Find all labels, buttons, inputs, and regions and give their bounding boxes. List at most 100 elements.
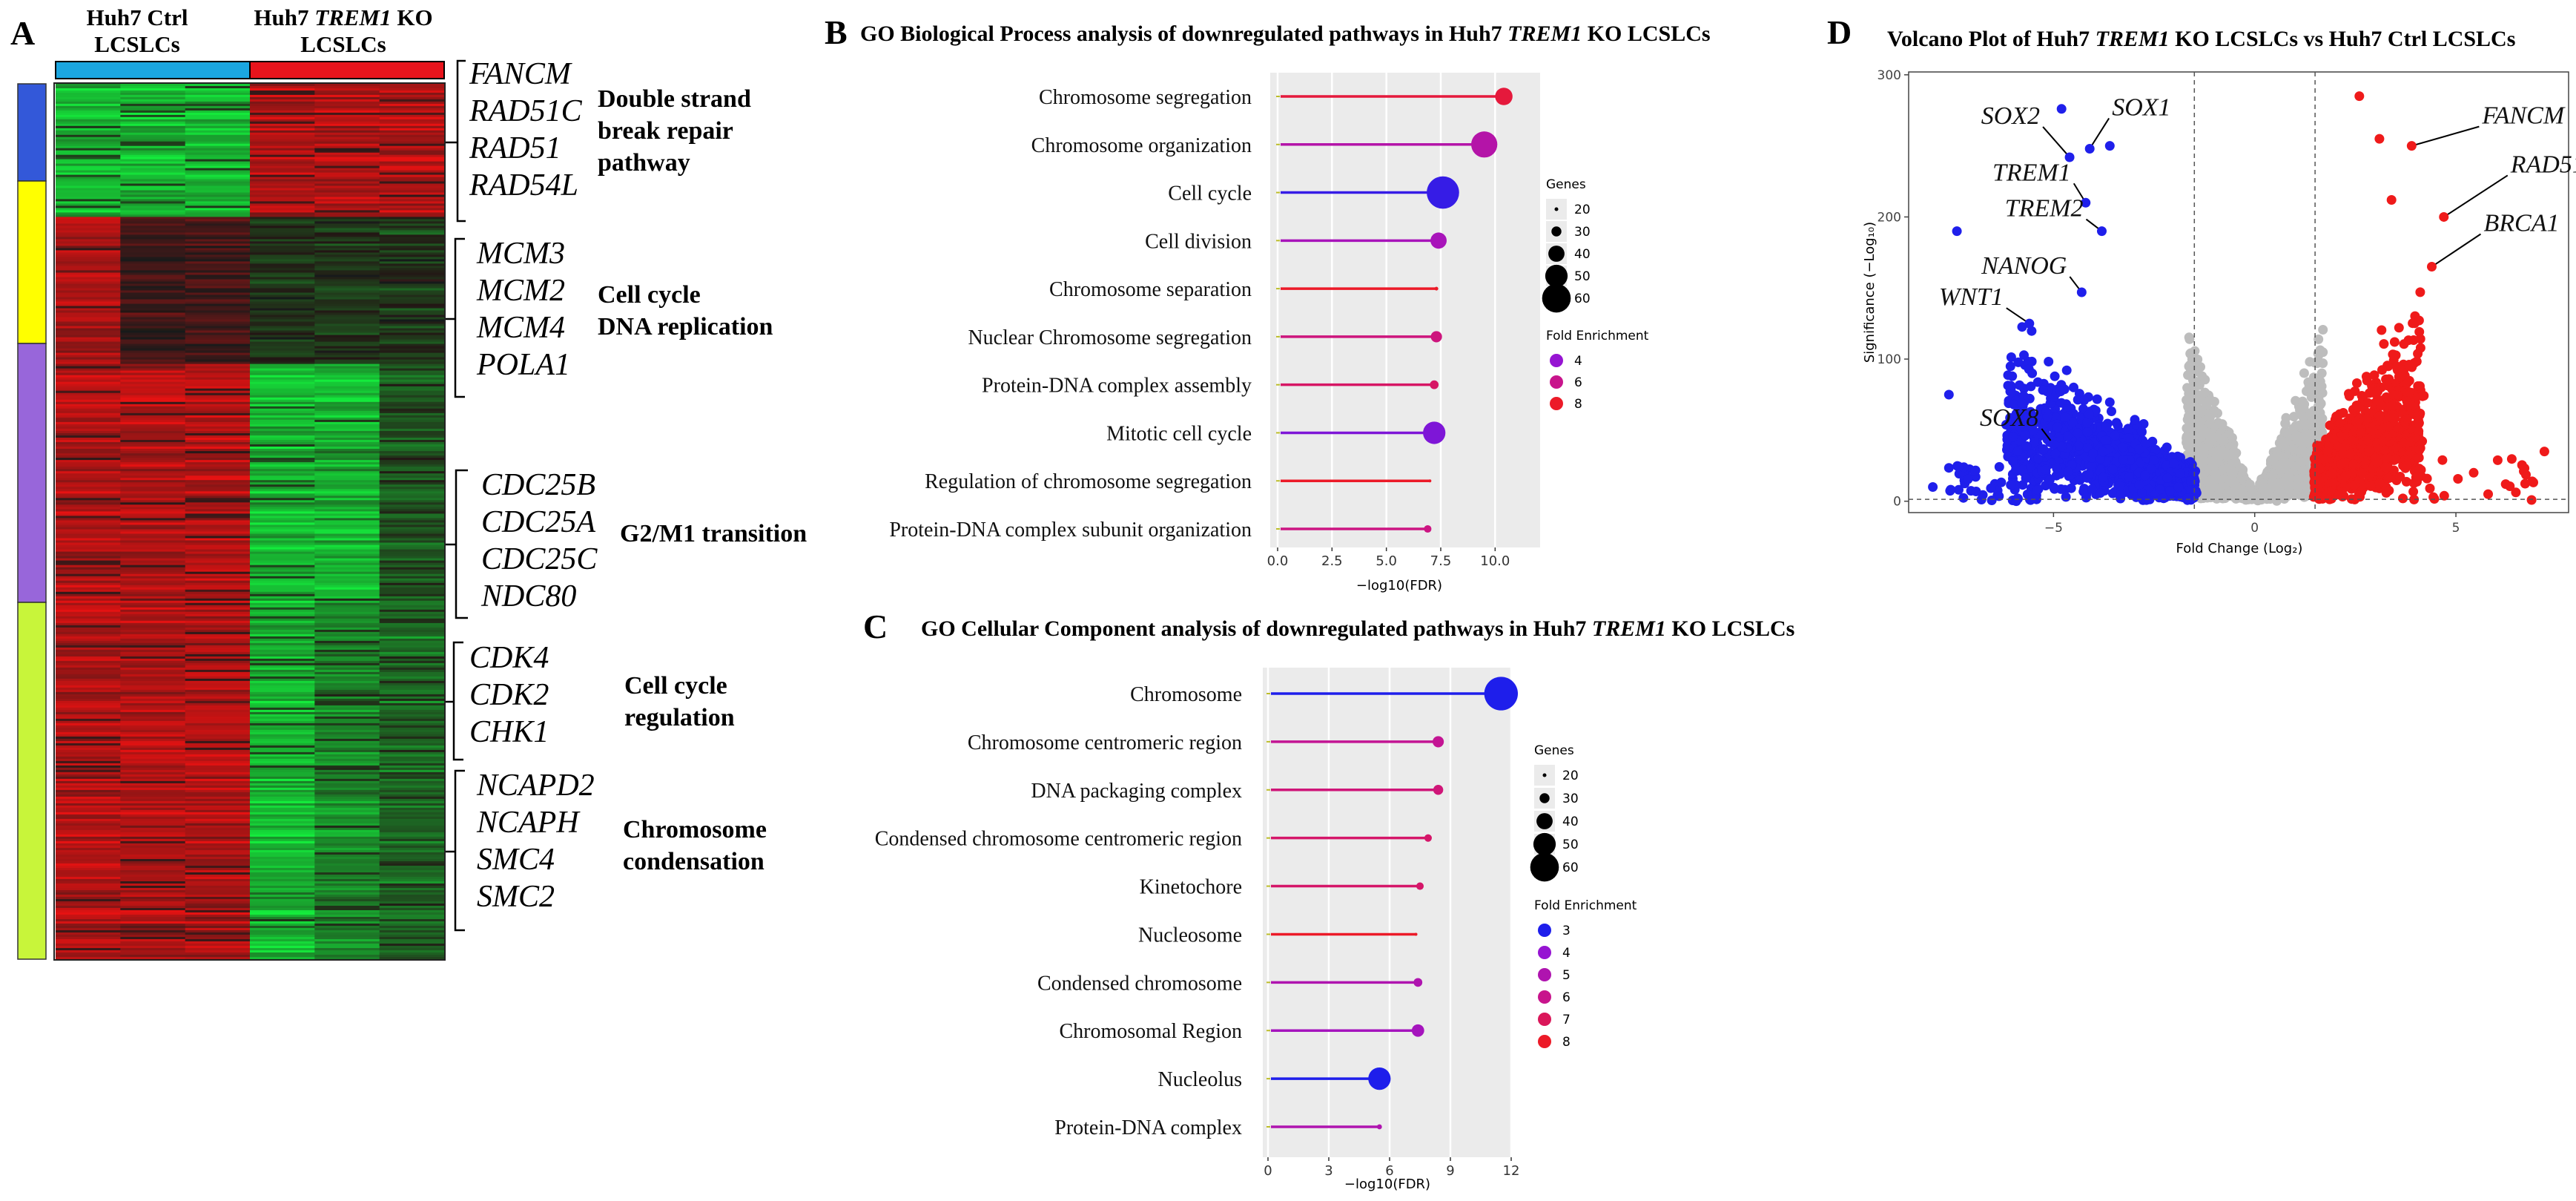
heatmap-cell bbox=[56, 814, 121, 817]
heatmap-cell bbox=[56, 379, 121, 383]
volcano-point bbox=[2017, 322, 2027, 332]
heatmap-cell bbox=[250, 926, 315, 929]
heatmap-cell bbox=[56, 556, 121, 559]
heatmap-cell bbox=[56, 404, 121, 407]
heatmap-cell bbox=[56, 897, 121, 900]
lollipop-point bbox=[1411, 1024, 1424, 1037]
heatmap-cell bbox=[379, 689, 445, 693]
heatmap-cell bbox=[250, 531, 315, 535]
volcano-point bbox=[2266, 455, 2276, 465]
heatmap-cell bbox=[56, 381, 121, 385]
x-tick-label: 9 bbox=[1446, 1163, 1454, 1179]
heatmap-cell bbox=[314, 912, 380, 915]
heatmap-cell bbox=[120, 132, 186, 136]
heatmap-cell bbox=[120, 469, 186, 472]
heatmap-cell bbox=[314, 476, 380, 478]
heatmap-cell bbox=[379, 201, 445, 204]
heatmap-cell bbox=[120, 323, 186, 327]
volcano-point bbox=[2227, 448, 2238, 458]
heatmap-cell bbox=[56, 121, 121, 125]
heatmap-cell bbox=[250, 159, 315, 162]
heatmap-cell bbox=[56, 502, 121, 505]
heatmap-cell bbox=[120, 957, 186, 960]
heatmap-cell bbox=[314, 319, 380, 323]
heatmap-cell bbox=[56, 101, 121, 105]
heatmap-cell bbox=[250, 478, 315, 481]
heatmap-cell bbox=[120, 392, 186, 396]
heatmap-cell bbox=[314, 560, 380, 564]
ctrl-group-label-line2: LCSLCs bbox=[94, 31, 179, 57]
volcano-point bbox=[2272, 447, 2282, 456]
heatmap-cell bbox=[56, 433, 121, 436]
heatmap-cell bbox=[379, 707, 445, 711]
heatmap-cell bbox=[250, 277, 315, 280]
heatmap-cell bbox=[379, 372, 445, 376]
heatmap-cell bbox=[56, 350, 121, 354]
heatmap-cell bbox=[379, 850, 445, 853]
heatmap-cell bbox=[56, 709, 121, 713]
heatmap-cell bbox=[314, 805, 380, 809]
heatmap-cell bbox=[56, 217, 121, 220]
heatmap-cell bbox=[56, 212, 121, 215]
heatmap-cell bbox=[56, 930, 121, 933]
heatmap-cell bbox=[120, 478, 186, 481]
heatmap-cell bbox=[185, 493, 251, 496]
heatmap-cell bbox=[314, 91, 380, 93]
heatmap-cell bbox=[250, 596, 315, 599]
heatmap-cell bbox=[379, 462, 445, 465]
heatmap-cell bbox=[250, 669, 315, 673]
heatmap-cell bbox=[379, 921, 445, 924]
heatmap-cell bbox=[314, 857, 380, 860]
heatmap-cell bbox=[120, 453, 186, 456]
heatmap-cell bbox=[120, 536, 186, 539]
lollipop-point bbox=[1434, 286, 1439, 291]
heatmap-cell bbox=[379, 904, 445, 906]
color-legend-dot bbox=[1538, 990, 1551, 1004]
volcano-point bbox=[2301, 490, 2311, 500]
heatmap-cell bbox=[250, 569, 315, 573]
heatmap-cell bbox=[314, 478, 380, 481]
heatmap-cell bbox=[56, 631, 121, 635]
heatmap-cell bbox=[185, 230, 251, 233]
heatmap-cell bbox=[56, 234, 121, 237]
heatmap-cell bbox=[120, 634, 186, 637]
heatmap-cell bbox=[56, 392, 121, 396]
heatmap-cell bbox=[56, 179, 121, 182]
heatmap-cell bbox=[379, 685, 445, 688]
gene-label: CDC25A bbox=[481, 505, 595, 539]
heatmap-cell bbox=[120, 438, 186, 441]
heatmap-cell bbox=[379, 308, 445, 312]
heatmap-cell bbox=[314, 944, 380, 947]
heatmap-cell bbox=[379, 208, 445, 211]
heatmap-cell bbox=[120, 691, 186, 695]
heatmap-cell bbox=[379, 388, 445, 392]
heatmap-cell bbox=[120, 605, 186, 608]
heatmap-cell bbox=[120, 587, 186, 590]
heatmap-cell bbox=[185, 627, 251, 631]
heatmap-cell bbox=[314, 792, 380, 795]
heatmap-cell bbox=[314, 130, 380, 134]
heatmap-cell bbox=[56, 136, 121, 140]
heatmap-cell bbox=[185, 99, 251, 102]
x-tick-label: 2.5 bbox=[1321, 553, 1343, 569]
gene-label: RAD51 bbox=[469, 131, 561, 165]
heatmap-cell bbox=[120, 476, 186, 478]
heatmap-cell bbox=[120, 451, 186, 454]
heatmap-cell bbox=[56, 565, 121, 568]
heatmap-cell bbox=[250, 834, 315, 838]
heatmap-cell bbox=[250, 421, 315, 425]
heatmap-cell bbox=[120, 609, 186, 613]
heatmap-cell bbox=[185, 800, 251, 804]
heatmap-cell bbox=[314, 404, 380, 407]
heatmap-cell bbox=[185, 863, 251, 866]
heatmap-cell bbox=[250, 116, 315, 120]
heatmap-cell bbox=[250, 803, 315, 806]
heatmap-cell bbox=[250, 399, 315, 403]
heatmap-cell bbox=[314, 384, 380, 387]
heatmap-cell bbox=[314, 705, 380, 708]
heatmap-cell bbox=[379, 687, 445, 691]
heatmap-cell bbox=[250, 689, 315, 693]
heatmap-cell bbox=[120, 578, 186, 582]
volcano-point bbox=[2280, 418, 2291, 429]
heatmap-cell bbox=[56, 700, 121, 704]
